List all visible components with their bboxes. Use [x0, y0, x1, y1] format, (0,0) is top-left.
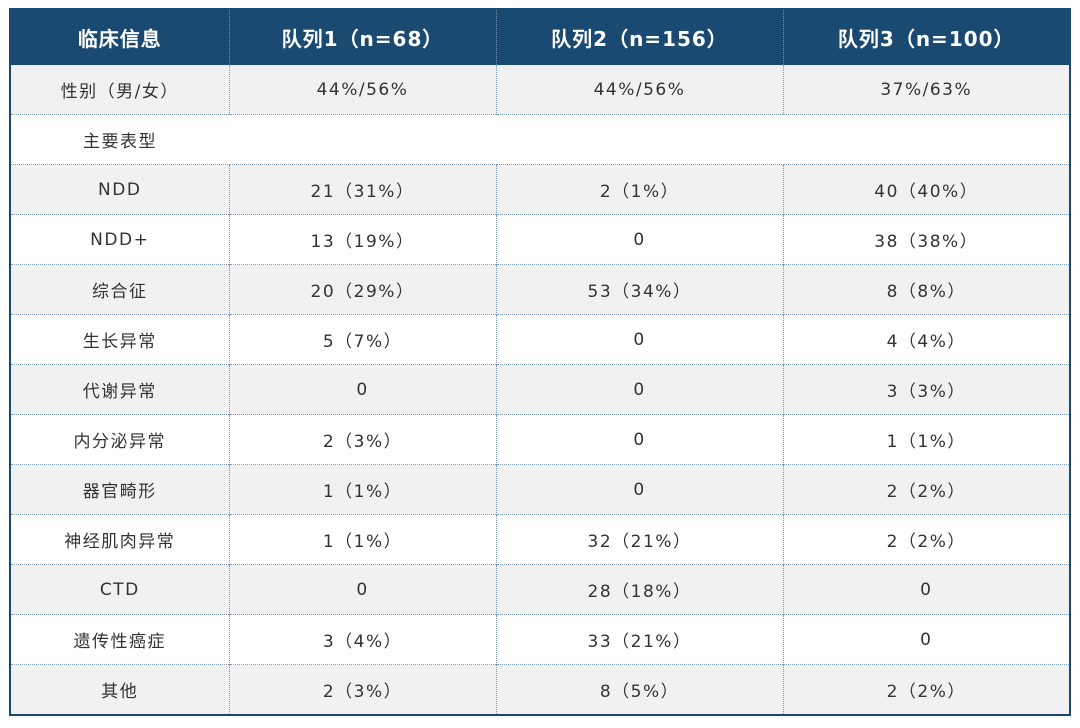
- header-cohort-1: 队列1（n=68）: [228, 10, 496, 65]
- table-row: 遗传性癌症 3（4%） 33（21%） 0: [11, 614, 1069, 665]
- cell-cohort-3: 2（2%）: [782, 664, 1069, 714]
- cell-cohort-2: 0: [495, 214, 783, 265]
- table-row: 神经肌肉异常 1（1%） 32（21%） 2（2%）: [11, 514, 1069, 565]
- section-row-main-phenotype: 主要表型: [11, 114, 1069, 165]
- cell-cohort-1: 1（1%）: [228, 514, 496, 565]
- table-row: 综合征 20（29%） 53（34%） 8（8%）: [11, 264, 1069, 315]
- row-label: NDD: [11, 164, 229, 215]
- cell-cohort-1: 13（19%）: [228, 214, 496, 265]
- row-label: 内分泌异常: [11, 414, 229, 465]
- cell-cohort-2: 0: [495, 364, 783, 415]
- cell-cohort-1: 0: [228, 564, 496, 615]
- cell-cohort-1: 5（7%）: [228, 314, 496, 365]
- table-row: 生长异常 5（7%） 0 4（4%）: [11, 314, 1069, 365]
- cell-cohort-1: 1（1%）: [228, 464, 496, 515]
- row-label: 遗传性癌症: [11, 614, 229, 665]
- table-row: 器官畸形 1（1%） 0 2（2%）: [11, 464, 1069, 515]
- header-cohort-3: 队列3（n=100）: [782, 10, 1069, 65]
- cell-cohort-3: 2（2%）: [782, 514, 1069, 565]
- cell-cohort-2: 44%/56%: [495, 65, 783, 115]
- header-cohort-2: 队列2（n=156）: [495, 10, 783, 65]
- row-label: CTD: [11, 564, 229, 615]
- table-row: 代谢异常 0 0 3（3%）: [11, 364, 1069, 415]
- cell-cohort-2: 2（1%）: [495, 164, 783, 215]
- cell-cohort-3: 2（2%）: [782, 464, 1069, 515]
- cell-cohort-1: 20（29%）: [228, 264, 496, 315]
- section-label: 主要表型: [11, 114, 229, 165]
- cell-cohort-1: 2（3%）: [228, 414, 496, 465]
- cell-cohort-3: 38（38%）: [782, 214, 1069, 265]
- cell-cohort-3: 40（40%）: [782, 164, 1069, 215]
- row-label: 神经肌肉异常: [11, 514, 229, 565]
- cell-cohort-2: 0: [495, 464, 783, 515]
- cell-cohort-1: 0: [228, 364, 496, 415]
- row-label: 器官畸形: [11, 464, 229, 515]
- clinical-info-table: 临床信息 队列1（n=68） 队列2（n=156） 队列3（n=100） 性别（…: [11, 10, 1069, 714]
- cell-cohort-2: 53（34%）: [495, 264, 783, 315]
- table-row: 内分泌异常 2（3%） 0 1（1%）: [11, 414, 1069, 465]
- row-label: 性别（男/女）: [11, 65, 229, 115]
- row-label: 综合征: [11, 264, 229, 315]
- cell-cohort-3: 0: [782, 564, 1069, 615]
- header-clinical-info: 临床信息: [11, 10, 229, 65]
- cell-cohort-3: 3（3%）: [782, 364, 1069, 415]
- table-row: NDD+ 13（19%） 0 38（38%）: [11, 214, 1069, 265]
- row-label: 生长异常: [11, 314, 229, 365]
- cell-cohort-1: 2（3%）: [228, 664, 496, 714]
- cell-cohort-2: 0: [495, 314, 783, 365]
- cell-cohort-3: 8（8%）: [782, 264, 1069, 315]
- clinical-info-table-frame: 临床信息 队列1（n=68） 队列2（n=156） 队列3（n=100） 性别（…: [9, 8, 1071, 716]
- table-header-row: 临床信息 队列1（n=68） 队列2（n=156） 队列3（n=100）: [11, 10, 1069, 65]
- cell-cohort-2: 0: [495, 414, 783, 465]
- row-label: NDD+: [11, 214, 229, 265]
- cell-cohort-3: 0: [782, 614, 1069, 665]
- table-row: CTD 0 28（18%） 0: [11, 564, 1069, 615]
- cell-cohort-2: 28（18%）: [495, 564, 783, 615]
- cell-cohort-3: 4（4%）: [782, 314, 1069, 365]
- cell-cohort-3: 1（1%）: [782, 414, 1069, 465]
- cell-cohort-1: 21（31%）: [228, 164, 496, 215]
- cell-cohort-2: 32（21%）: [495, 514, 783, 565]
- cell-cohort-1: 3（4%）: [228, 614, 496, 665]
- gender-row: 性别（男/女） 44%/56% 44%/56% 37%/63%: [11, 65, 1069, 115]
- cell-cohort-2: 8（5%）: [495, 664, 783, 714]
- table-row: NDD 21（31%） 2（1%） 40（40%）: [11, 164, 1069, 215]
- cell-cohort-2: 33（21%）: [495, 614, 783, 665]
- row-label: 代谢异常: [11, 364, 229, 415]
- cell-cohort-3: 37%/63%: [782, 65, 1069, 115]
- table-row: 其他 2（3%） 8（5%） 2（2%）: [11, 664, 1069, 714]
- cell-cohort-1: 44%/56%: [228, 65, 496, 115]
- row-label: 其他: [11, 664, 229, 714]
